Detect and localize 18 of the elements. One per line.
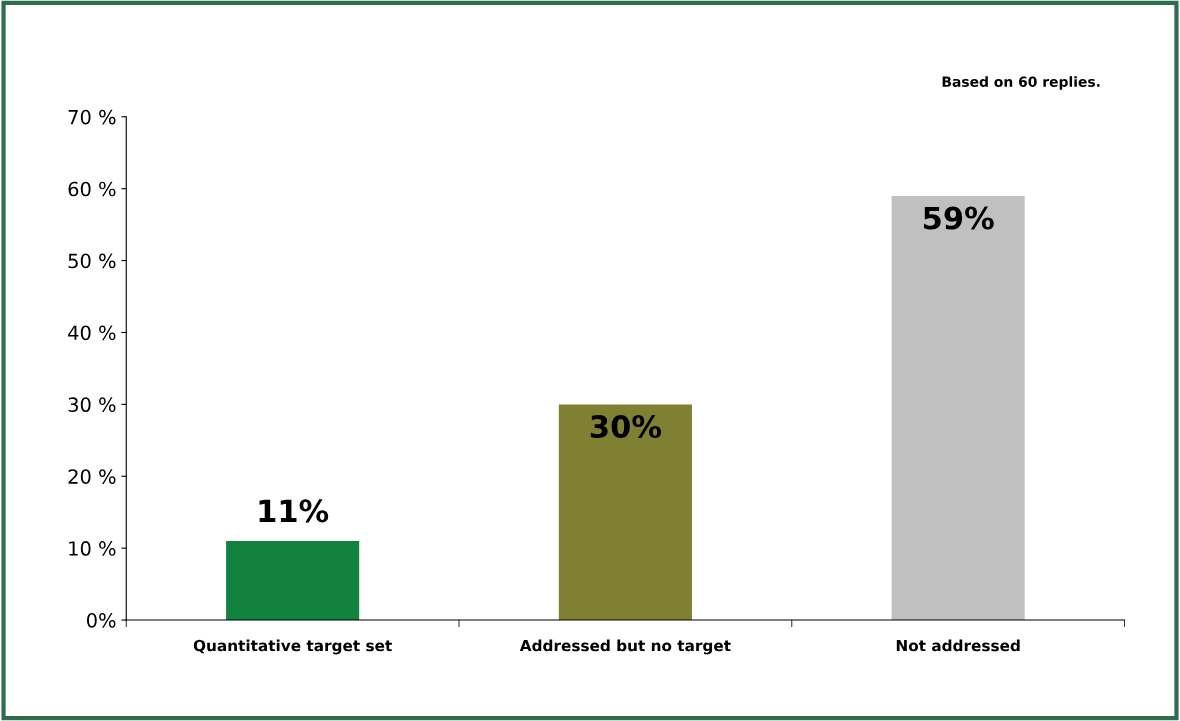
data-label: 11%	[259, 499, 329, 523]
y-tick-label: 0%	[86, 613, 116, 628]
bar	[226, 540, 360, 621]
y-tick-label: 70 %	[68, 109, 116, 125]
bar	[558, 404, 692, 621]
x-tick-label: Addressed but no target	[519, 639, 731, 655]
y-tick-label: 40 %	[68, 325, 116, 341]
x-tick-label: Not addressed	[896, 639, 1020, 652]
x-tick-label: Quantitative target set	[193, 639, 392, 655]
y-tick-label: 10 %	[69, 541, 116, 556]
data-label: 59%	[923, 206, 994, 230]
data-label: 30%	[590, 414, 661, 439]
text: Based on 60 replies.	[942, 76, 1100, 90]
y-tick-label: 50 %	[68, 253, 116, 269]
bar	[891, 195, 1025, 621]
y-tick-label: 20 %	[68, 469, 116, 484]
y-tick-label: 30 %	[68, 397, 116, 413]
y-tick-label: 60 %	[68, 181, 116, 197]
